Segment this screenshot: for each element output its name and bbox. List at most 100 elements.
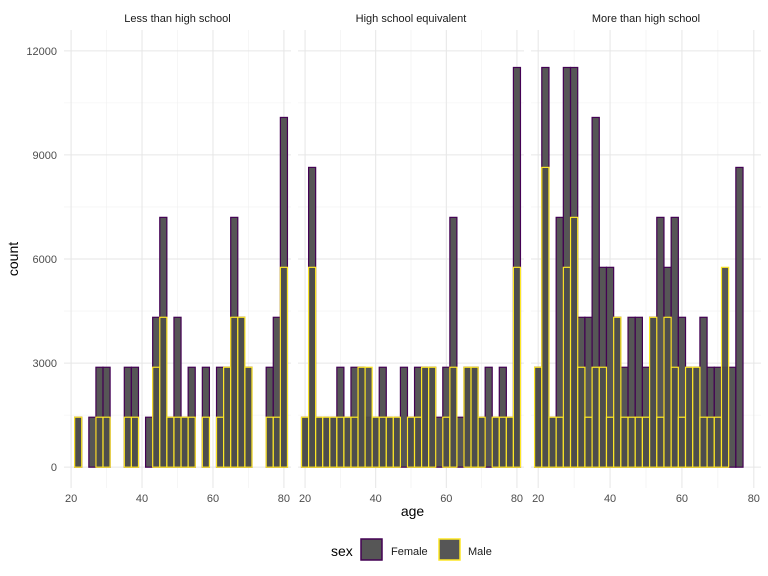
- bar-male-32: [577, 366, 586, 468]
- x-tick-label: 80: [748, 493, 760, 505]
- bar-male-66: [463, 366, 472, 468]
- x-tick-label: 20: [299, 493, 311, 505]
- bar-male-22: [541, 166, 550, 468]
- bar-male-42: [613, 316, 622, 468]
- bar-male-40: [605, 416, 615, 468]
- bar-male-48: [634, 416, 644, 468]
- bar-female-26: [88, 416, 97, 468]
- bar-male-30: [336, 416, 345, 468]
- x-tick-label: 40: [604, 493, 616, 505]
- series-male: [300, 266, 522, 468]
- facet-title: More than high school: [592, 13, 700, 25]
- x-tick-label: 60: [207, 493, 219, 505]
- bar-male-22: [307, 266, 317, 468]
- x-axis-title: age: [401, 503, 425, 519]
- bar-male-58: [201, 416, 211, 468]
- x-tick-label: 40: [370, 493, 382, 505]
- bar-male-66: [699, 416, 708, 468]
- y-tick-label: 12000: [26, 46, 57, 58]
- facet-panel-2: High school equivalent 20 40 60 80: [298, 13, 524, 505]
- bar-male-78: [272, 416, 281, 468]
- y-tick-label: 9000: [33, 150, 57, 162]
- x-tick-label: 60: [676, 493, 688, 505]
- series-male: [74, 266, 289, 468]
- legend-label-female: Female: [391, 546, 428, 558]
- bar-male-54: [187, 416, 196, 468]
- bar-male-70: [477, 416, 486, 468]
- facet-title: Less than high school: [124, 13, 230, 25]
- bar-male-38: [598, 366, 608, 468]
- legend-key-female: [360, 538, 383, 561]
- bar-male-24: [315, 416, 324, 468]
- bar-male-26: [322, 416, 331, 468]
- bar-male-62: [684, 366, 694, 468]
- bar-male-34: [584, 416, 593, 468]
- bar-male-58: [670, 366, 679, 468]
- bar-male-40: [371, 416, 380, 468]
- bar-male-48: [166, 416, 175, 468]
- gridlines: [64, 30, 291, 488]
- bar-male-60: [677, 416, 687, 468]
- legend-key-male: [438, 538, 461, 561]
- bar-male-28: [329, 416, 338, 468]
- bar-female-72: [484, 366, 493, 468]
- bar-male-22: [74, 416, 83, 468]
- bar-male-20: [533, 366, 543, 468]
- bar-female-74: [728, 366, 737, 468]
- bar-male-62: [215, 416, 225, 468]
- bar-female-42: [144, 416, 154, 468]
- bar-male-70: [244, 366, 253, 468]
- bar-male-68: [706, 416, 715, 468]
- bar-male-46: [392, 416, 402, 468]
- bar-male-32: [343, 416, 352, 468]
- bar-female-76: [735, 166, 744, 468]
- bar-male-52: [413, 416, 423, 468]
- bar-male-72: [720, 266, 730, 468]
- bar-male-42: [378, 416, 387, 468]
- bar-male-46: [159, 316, 168, 468]
- bar-male-30: [569, 216, 579, 468]
- bar-male-28: [562, 266, 572, 468]
- x-tick-label: 80: [511, 493, 523, 505]
- bar-male-62: [449, 366, 458, 468]
- bar-male-78: [505, 416, 515, 468]
- bar-male-24: [548, 416, 557, 468]
- bar-male-74: [491, 416, 500, 468]
- bar-male-44: [385, 416, 394, 468]
- bar-male-36: [123, 416, 132, 468]
- bar-male-80: [279, 266, 289, 468]
- bar-male-52: [180, 416, 189, 468]
- bar-male-68: [470, 366, 479, 468]
- facet-panel-1: Less than high school 20 40 60 80: [64, 13, 291, 505]
- legend-label-male: Male: [468, 546, 492, 558]
- bar-male-66: [230, 316, 239, 468]
- y-axis-title: count: [5, 242, 21, 276]
- x-tick-label: 60: [440, 493, 452, 505]
- series-male: [533, 166, 730, 468]
- x-tick-label: 20: [532, 493, 544, 505]
- bar-female-64: [456, 416, 465, 468]
- bar-male-34: [350, 416, 359, 468]
- x-tick-label: 40: [136, 493, 148, 505]
- bar-female-48: [399, 366, 409, 468]
- bar-female-58: [435, 416, 444, 468]
- y-tick-label: 3000: [33, 358, 57, 370]
- bar-male-20: [300, 416, 310, 468]
- bar-male-68: [237, 316, 246, 468]
- bar-male-36: [357, 366, 366, 468]
- bar-male-60: [442, 416, 451, 468]
- legend-title: sex: [331, 543, 353, 559]
- bar-male-70: [713, 416, 723, 468]
- x-tick-label: 20: [65, 493, 77, 505]
- facet-panel-3: More than high school 20 40 60 80: [531, 13, 761, 505]
- bar-male-76: [265, 416, 274, 468]
- bar-male-36: [591, 366, 600, 468]
- bar-male-50: [406, 416, 416, 468]
- bar-male-56: [663, 316, 672, 468]
- bar-male-64: [692, 366, 701, 468]
- bar-male-28: [95, 416, 104, 468]
- bar-male-38: [364, 366, 373, 468]
- bar-male-46: [627, 416, 636, 468]
- x-tick-label: 80: [278, 493, 290, 505]
